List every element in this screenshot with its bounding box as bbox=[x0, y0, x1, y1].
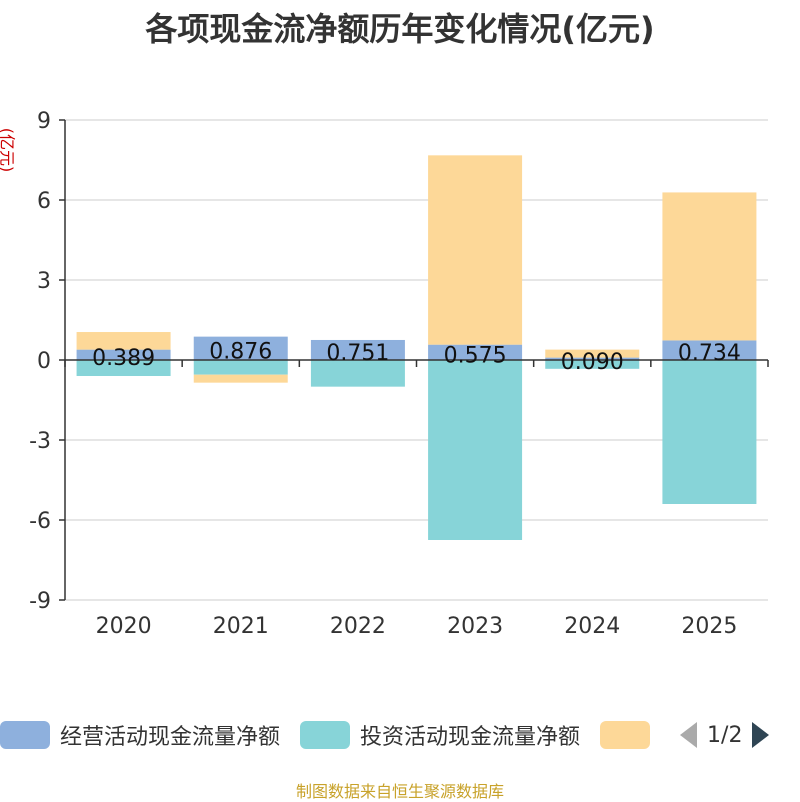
x-tick-label: 2021 bbox=[213, 614, 269, 639]
legend-swatch-investing bbox=[300, 721, 351, 749]
y-tick-label: -3 bbox=[29, 429, 51, 454]
data-label-2024: 0.090 bbox=[561, 350, 624, 375]
bar-2023-series-2 bbox=[428, 155, 523, 345]
y-tick-label: -6 bbox=[29, 509, 51, 534]
y-tick-label: -9 bbox=[29, 589, 51, 614]
bar-2024-series-0 bbox=[545, 357, 640, 360]
bar-2024-series-1 bbox=[545, 360, 640, 369]
pager-text: 1/2 bbox=[707, 722, 743, 748]
chart-plot: -9 -6 -3 0 3 6 9 2020 2021 2022 2023 2024 2025 0.389 0… bbox=[29, 109, 769, 639]
legend-item-investing[interactable]: 投资活动现金流量净额 bbox=[300, 719, 580, 751]
y-tick-label: 6 bbox=[37, 189, 51, 214]
bar-2020-series-1 bbox=[76, 360, 171, 376]
bar-2025-series-1 bbox=[662, 360, 757, 504]
bar-2025-series-0 bbox=[662, 340, 757, 360]
y-tick-label: 3 bbox=[37, 269, 51, 294]
source-note: 制图数据来自恒生聚源数据库 bbox=[295, 782, 504, 801]
legend-label-investing: 投资活动现金流量净额 bbox=[360, 725, 581, 750]
legend-swatch-operating bbox=[0, 721, 50, 749]
x-tick-label: 2025 bbox=[681, 614, 737, 639]
x-tick-label: 2023 bbox=[447, 614, 503, 639]
legend-label-operating: 经营活动现金流量净额 bbox=[60, 725, 281, 750]
x-tick-label: 2024 bbox=[564, 614, 620, 639]
pager-next-icon[interactable] bbox=[752, 722, 770, 748]
chart-title: 各项现金流净额历年变化情况(亿元) bbox=[145, 10, 655, 48]
pager-prev-icon[interactable] bbox=[680, 722, 698, 748]
data-label-2022: 0.751 bbox=[326, 341, 389, 366]
bar-2023-series-1 bbox=[428, 360, 523, 540]
bar-2021-series-0 bbox=[193, 336, 288, 360]
data-label-2025: 0.734 bbox=[678, 341, 741, 366]
bar-2022-series-1 bbox=[310, 360, 405, 387]
legend-item-financing[interactable] bbox=[600, 721, 660, 749]
legend-pager: 1/2 bbox=[680, 722, 770, 748]
legend: 经营活动现金流量净额 投资活动现金流量净额 1/2 bbox=[0, 718, 770, 752]
bar-2020-series-2 bbox=[76, 332, 171, 350]
data-label-2021: 0.876 bbox=[209, 339, 272, 364]
data-label-2020: 0.389 bbox=[92, 346, 155, 371]
bar-2020-series-0 bbox=[76, 349, 171, 360]
legend-item-operating[interactable]: 经营活动现金流量净额 bbox=[0, 719, 280, 751]
y-tick-label: 0 bbox=[37, 349, 51, 374]
bar-2022-series-0 bbox=[310, 339, 405, 360]
x-tick-label: 2022 bbox=[330, 614, 386, 639]
bar-2023-series-0 bbox=[428, 344, 523, 360]
legend-swatch-financing bbox=[600, 721, 651, 749]
bar-2024-series-2 bbox=[545, 349, 640, 358]
bar-2021-series-1 bbox=[193, 360, 288, 375]
x-tick-label: 2020 bbox=[96, 614, 152, 639]
bar-2021-series-2 bbox=[193, 374, 288, 383]
bar-2025-series-2 bbox=[662, 192, 757, 341]
y-tick-label: 9 bbox=[37, 109, 51, 134]
data-label-2023: 0.575 bbox=[444, 343, 507, 368]
